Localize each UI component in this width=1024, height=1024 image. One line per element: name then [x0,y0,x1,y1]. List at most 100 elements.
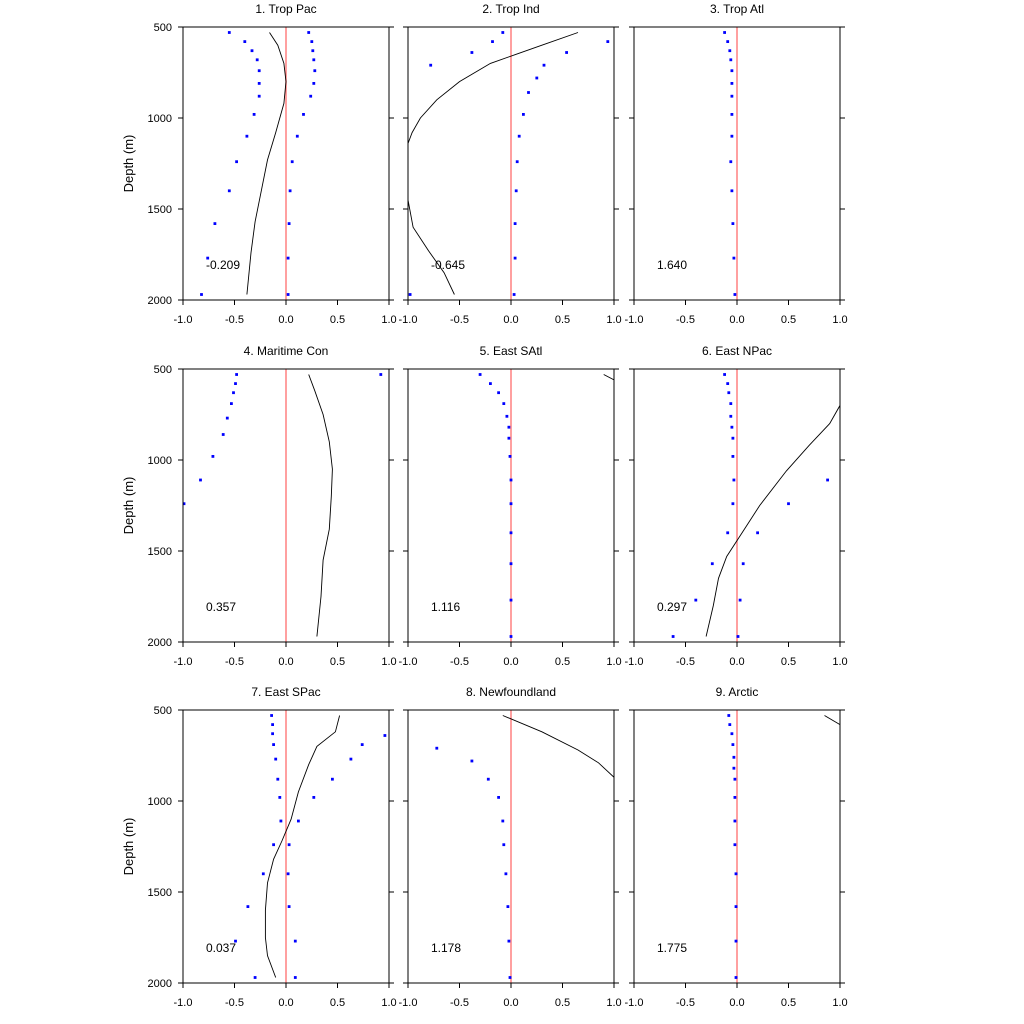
data-point [509,562,513,566]
profile-line [246,32,287,295]
x-tick-label: 1.0 [381,656,396,668]
profile-line [603,374,614,381]
panel-title: 1. Trop Pac [255,2,316,16]
data-point [497,391,500,395]
panel-5: 5. East SAtl -1.0 -0.5 0.0 0.5 1.0 1.116 [399,344,622,668]
data-point [213,222,217,225]
data-point [730,94,734,98]
data-point [470,759,474,763]
panel-annotation: 1.116 [431,600,460,614]
data-point [730,113,734,116]
x-tick-label: 1.0 [381,997,396,1009]
x-tick-label: -1.0 [174,656,193,668]
profile-line [824,715,840,725]
data-point [731,222,735,225]
data-point [606,40,610,43]
data-point [274,757,278,761]
x-tick-label: 0.5 [781,314,796,326]
data-point [491,40,494,43]
data-point [507,436,511,440]
data-point [312,58,316,62]
data-point [307,31,311,34]
data-point [535,76,539,80]
profile-line [264,715,341,978]
data-point [245,134,249,138]
x-tick-label: -0.5 [225,997,244,1009]
data-point [732,755,736,759]
profile-line [408,32,579,144]
x-tick-label: 0.5 [330,314,345,326]
x-tick-label: 0.5 [555,314,570,326]
data-point [730,134,734,138]
data-point [312,82,316,85]
data-point [349,757,353,761]
data-point [286,256,290,260]
plot-area [435,715,614,979]
data-point [508,976,512,979]
panel-title: 9. Arctic [716,685,759,699]
data-point [734,976,738,979]
y-tick-label: 1500 [148,546,172,558]
data-point [232,391,235,395]
y-tick-label: 2000 [148,637,172,649]
x-tick-label: -0.5 [450,997,469,1009]
profile-line [705,405,840,637]
data-point [694,598,698,602]
panel-title: 3. Trop Atl [710,2,764,16]
data-point [272,743,275,746]
data-point [271,723,274,726]
data-point [513,256,517,260]
data-point [311,49,315,53]
panel-title: 4. Maritime Con [244,344,329,358]
panel-annotation: 0.357 [206,600,236,614]
panel-7: 7. East SPac -1.0 -0.5 0.0 0.5 1.0 500 1000 1500… [121,685,397,1009]
data-point [286,872,290,876]
panel-title: 2. Trop Ind [482,2,539,16]
x-tick-label: 0.0 [729,656,744,668]
data-point [522,113,525,116]
data-point [227,31,231,34]
data-point [286,293,290,296]
data-point [729,402,733,405]
data-point [243,40,247,43]
panel-2: 2. Trop Ind -1.0 -0.5 0.0 0.5 1.0 -0.645 [399,2,622,326]
data-point [728,49,732,53]
data-point [235,160,238,164]
x-tick-label: 0.5 [330,656,345,668]
data-point [272,843,275,847]
data-point [502,402,506,405]
panel-title: 7. East SPac [251,685,320,699]
data-point [408,293,412,296]
data-point [331,777,334,781]
x-tick-label: -1.0 [399,656,418,668]
data-point [542,63,546,67]
y-tick-label: 1500 [148,887,172,899]
data-point [565,51,568,54]
panel-annotation: 0.297 [657,600,687,614]
y-tick-label: 500 [154,22,172,34]
data-point [255,58,259,62]
x-tick-label: -1.0 [399,997,418,1009]
panel-annotation: 1.178 [431,941,461,955]
profile-line [308,374,333,637]
data-point [502,843,506,847]
data-point [730,425,734,429]
panel-title: 6. East NPac [702,344,772,358]
data-point [728,723,732,726]
x-tick-label: -0.5 [450,656,469,668]
x-tick-label: -0.5 [676,656,695,668]
x-tick-label: -0.5 [225,314,244,326]
data-point [501,31,505,34]
panel-annotation: -0.209 [206,258,240,272]
y-tick-label: 500 [154,364,172,376]
data-point [235,373,238,376]
profile-line [408,199,455,295]
data-point [509,531,513,535]
data-point [730,732,734,736]
data-point [489,382,492,385]
data-point [478,373,482,376]
data-point [741,562,745,566]
data-point [270,714,273,717]
x-tick-label: 0.0 [278,997,293,1009]
